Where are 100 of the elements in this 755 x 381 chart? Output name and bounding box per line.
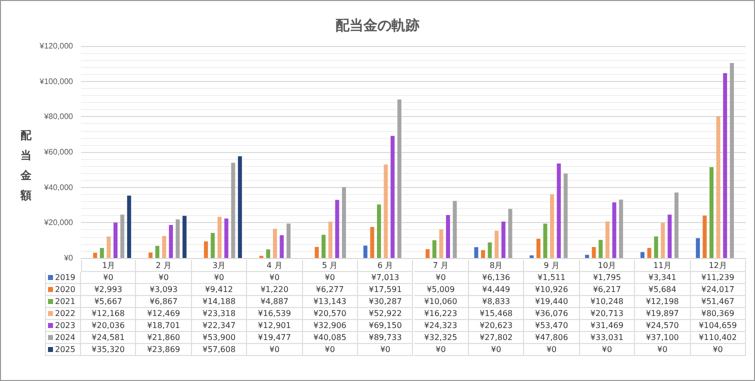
- bar: [93, 252, 98, 258]
- data-label: ¥24,570: [635, 320, 691, 332]
- data-label: ¥24,017: [690, 284, 746, 296]
- data-label: ¥20,713: [580, 308, 636, 320]
- bar: [488, 242, 492, 258]
- bar: [390, 136, 395, 258]
- data-label: ¥16,223: [414, 308, 469, 320]
- legend-label: 2025: [45, 344, 81, 356]
- data-label: ¥69,150: [358, 320, 414, 332]
- data-label: ¥19,440: [524, 296, 580, 308]
- bar: [266, 249, 270, 258]
- data-label: ¥0: [302, 272, 358, 284]
- data-label: ¥40,085: [302, 332, 358, 344]
- legend-label: 2024: [45, 332, 81, 344]
- bar: [280, 235, 284, 258]
- legend-label: 2021: [45, 296, 81, 308]
- bar: [114, 222, 118, 258]
- bar: [654, 236, 658, 258]
- data-label: ¥10,060: [414, 296, 469, 308]
- bar: [474, 247, 478, 258]
- bar: [723, 73, 728, 258]
- data-label: ¥0: [302, 344, 358, 356]
- data-label: ¥0: [414, 272, 469, 284]
- data-label: ¥15,468: [468, 308, 524, 320]
- data-label: ¥1,220: [247, 284, 303, 296]
- data-label: ¥6,867: [136, 296, 192, 308]
- x-tick-label: 8月: [468, 260, 524, 272]
- data-label: ¥3,341: [635, 272, 691, 284]
- bar: [335, 200, 340, 258]
- bar: [592, 247, 596, 258]
- y-tick-label: ¥20,000: [43, 218, 74, 228]
- bar: [598, 240, 603, 258]
- data-label: ¥52,922: [358, 308, 414, 320]
- data-label: ¥53,470: [524, 320, 580, 332]
- bar: [397, 99, 402, 258]
- y-tick-label: ¥40,000: [43, 182, 74, 192]
- x-tick-label: 1月: [81, 260, 136, 272]
- y-axis-title: 配当金額: [19, 128, 32, 204]
- data-label: ¥7,013: [358, 272, 414, 284]
- bar: [272, 228, 277, 258]
- bar: [585, 254, 590, 258]
- bar: [370, 226, 374, 258]
- data-label: ¥32,906: [302, 320, 358, 332]
- bar: [508, 208, 512, 258]
- data-label: ¥24,323: [414, 320, 469, 332]
- data-label: ¥2,993: [81, 284, 136, 296]
- data-label: ¥12,901: [247, 320, 303, 332]
- data-label: ¥32,325: [414, 332, 469, 344]
- bar: [564, 174, 568, 258]
- data-label: ¥6,277: [302, 284, 358, 296]
- x-tick-label: 10月: [580, 260, 636, 272]
- x-tick-label: 6 月: [358, 260, 414, 272]
- legend-label: 2020: [45, 284, 81, 296]
- legend-label: 2019: [45, 272, 81, 284]
- bar: [182, 216, 187, 258]
- data-label: ¥1,511: [524, 272, 580, 284]
- data-label: ¥0: [81, 272, 136, 284]
- bar: [660, 222, 665, 258]
- bar: [494, 230, 499, 258]
- y-tick-label: ¥120,000: [38, 42, 74, 50]
- bar: [384, 164, 388, 258]
- data-label: ¥0: [136, 272, 192, 284]
- bar: [218, 216, 222, 258]
- bar: [376, 204, 381, 258]
- data-label: ¥20,036: [81, 320, 136, 332]
- x-tick-label: 3月: [192, 260, 248, 272]
- data-label: ¥24,581: [81, 332, 136, 344]
- bar: [556, 164, 561, 258]
- chart-title: 配当金の軌跡: [336, 17, 420, 33]
- data-label: ¥12,168: [81, 308, 136, 320]
- data-label: ¥10,926: [524, 284, 580, 296]
- data-label: ¥89,733: [358, 332, 414, 344]
- data-label: ¥33,031: [580, 332, 636, 344]
- x-tick-label: 9 月: [524, 260, 580, 272]
- data-label: ¥37,100: [635, 332, 691, 344]
- data-label: ¥4,887: [247, 296, 303, 308]
- bar: [696, 238, 700, 258]
- bar: [155, 246, 160, 258]
- bar: [530, 255, 534, 258]
- bar: [536, 238, 540, 258]
- bar: [231, 162, 236, 258]
- data-label: ¥19,897: [635, 308, 691, 320]
- data-label: ¥35,320: [81, 344, 136, 356]
- bar: [439, 229, 444, 258]
- data-label: ¥5,009: [414, 284, 469, 296]
- y-tick-label: ¥60,000: [43, 148, 74, 156]
- y-tick-label: ¥80,000: [43, 112, 74, 122]
- data-label: ¥5,667: [81, 296, 136, 308]
- data-label: ¥20,570: [302, 308, 358, 320]
- data-label: ¥12,469: [136, 308, 192, 320]
- bar: [647, 248, 652, 258]
- y-tick-label: ¥100,000: [38, 76, 74, 86]
- x-tick-label: 12月: [690, 260, 746, 272]
- bar: [432, 240, 436, 258]
- data-label: ¥53,900: [192, 332, 248, 344]
- bar: [446, 215, 450, 258]
- data-label: ¥80,369: [690, 308, 746, 320]
- data-label: ¥9,412: [192, 284, 248, 296]
- data-label: ¥0: [468, 344, 524, 356]
- data-label: ¥0: [635, 344, 691, 356]
